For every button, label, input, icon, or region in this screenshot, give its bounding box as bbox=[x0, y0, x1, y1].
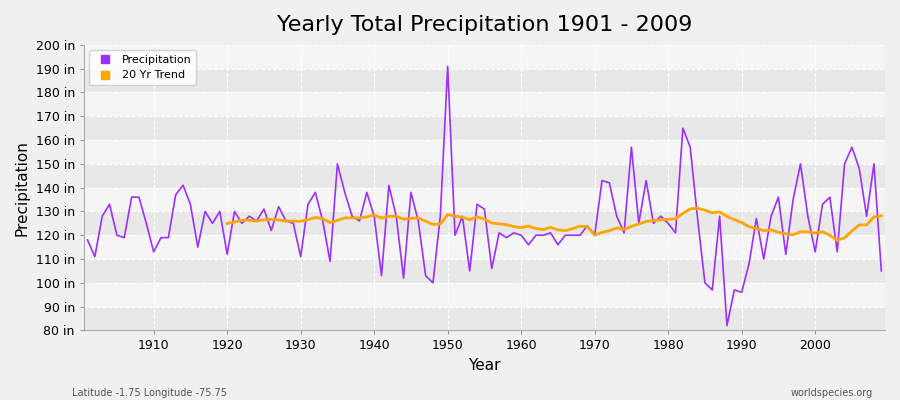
Bar bbox=[84, 259, 885, 283]
Legend: Precipitation, 20 Yr Trend: Precipitation, 20 Yr Trend bbox=[89, 50, 196, 85]
Bar bbox=[84, 116, 885, 140]
Bar bbox=[84, 92, 885, 116]
Bar bbox=[84, 212, 885, 235]
X-axis label: Year: Year bbox=[468, 358, 500, 373]
Text: worldspecies.org: worldspecies.org bbox=[791, 388, 873, 398]
Title: Yearly Total Precipitation 1901 - 2009: Yearly Total Precipitation 1901 - 2009 bbox=[276, 15, 692, 35]
Bar bbox=[84, 140, 885, 164]
Y-axis label: Precipitation: Precipitation bbox=[15, 140, 30, 236]
Bar bbox=[84, 235, 885, 259]
Bar bbox=[84, 69, 885, 92]
Bar bbox=[84, 188, 885, 212]
Bar bbox=[84, 45, 885, 69]
Text: Latitude -1.75 Longitude -75.75: Latitude -1.75 Longitude -75.75 bbox=[72, 388, 227, 398]
Bar bbox=[84, 307, 885, 330]
Bar bbox=[84, 164, 885, 188]
Bar bbox=[84, 283, 885, 307]
